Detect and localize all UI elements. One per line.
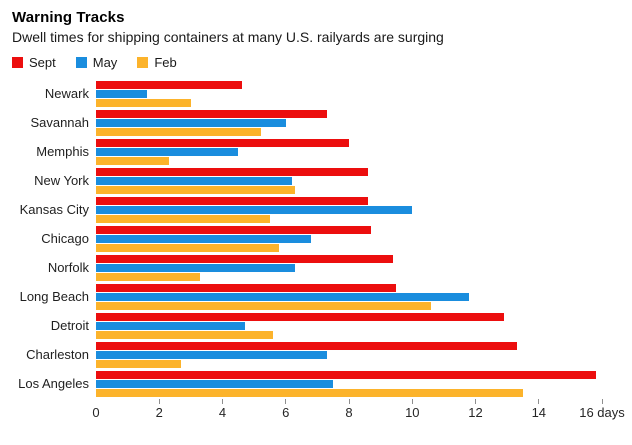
- bar-group: Savannah: [0, 108, 632, 137]
- legend-label: May: [92, 54, 118, 70]
- category-label: Memphis: [36, 144, 89, 159]
- x-axis-tick-label: 2: [155, 405, 163, 420]
- legend-item-may: May: [75, 54, 118, 70]
- x-axis-tick: [222, 399, 223, 404]
- chart-subtitle: Dwell times for shipping containers at m…: [12, 29, 444, 45]
- bar-sept: [96, 254, 394, 263]
- category-label: Los Angeles: [18, 376, 89, 391]
- bar-sept: [96, 109, 327, 118]
- bar-may: [96, 89, 147, 98]
- category-label: Newark: [44, 86, 89, 101]
- bar-may: [96, 118, 286, 127]
- bar-stack: [96, 138, 632, 165]
- legend-swatch-icon: [137, 56, 149, 68]
- bar-group: Chicago: [0, 224, 632, 253]
- bar-may: [96, 176, 293, 185]
- x-axis-tick-label: 10: [405, 405, 420, 420]
- bar-may: [96, 379, 334, 388]
- category-label: Savannah: [30, 115, 89, 130]
- bar-stack: [96, 312, 632, 339]
- x-axis-tick: [348, 399, 350, 404]
- bar-may: [96, 205, 413, 214]
- bar-may: [96, 292, 470, 301]
- x-axis-tick-label: 6: [282, 405, 290, 420]
- x-axis-tick: [601, 399, 603, 404]
- bar-group: Los Angeles: [0, 369, 632, 398]
- category-label: Detroit: [50, 318, 89, 333]
- legend-swatch-icon: [75, 56, 87, 68]
- category-label: Chicago: [41, 231, 89, 246]
- bar-stack: [96, 167, 632, 194]
- bar-feb: [96, 185, 296, 194]
- bar-group: Kansas City: [0, 195, 632, 224]
- bar-feb: [96, 272, 201, 281]
- bar-group: Newark: [0, 79, 632, 108]
- bar-sept: [96, 80, 242, 89]
- bar-sept: [96, 196, 368, 205]
- bar-group: Long Beach: [0, 282, 632, 311]
- x-axis-tick-label: 0: [92, 405, 100, 420]
- bar-feb: [96, 301, 432, 310]
- x-axis-tick: [285, 399, 287, 404]
- bar-sept: [96, 167, 368, 176]
- bar-group: Detroit: [0, 311, 632, 340]
- bar-sept: [96, 312, 504, 321]
- legend-label: Feb: [154, 54, 177, 70]
- bar-chart-rows: Newark Savannah Memphis New York Kansas City…: [0, 79, 632, 398]
- bar-stack: [96, 80, 632, 107]
- x-axis-tick-label: 16 days: [579, 405, 625, 420]
- bar-stack: [96, 254, 632, 281]
- bar-sept: [96, 283, 397, 292]
- chart-container: Warning Tracks Dwell times for shipping …: [0, 9, 632, 445]
- x-axis-tick-label: 12: [468, 405, 483, 420]
- bar-stack: [96, 196, 632, 223]
- x-axis-tick: [475, 399, 476, 404]
- bar-sept: [96, 341, 517, 350]
- bar-may: [96, 263, 296, 272]
- legend-label: Sept: [29, 54, 56, 70]
- x-axis-tick: [538, 399, 540, 404]
- bar-may: [96, 234, 311, 243]
- x-axis-tick-label: 14: [531, 405, 547, 420]
- category-label: Norfolk: [47, 260, 89, 275]
- bar-may: [96, 147, 239, 156]
- bar-may: [96, 350, 327, 359]
- bar-stack: [96, 283, 632, 310]
- bar-may: [96, 321, 245, 330]
- bar-sept: [96, 225, 372, 234]
- x-axis: 0 2 4 6 8 10 12 14 16 days: [92, 398, 632, 422]
- bar-group: Memphis: [0, 137, 632, 166]
- bar-feb: [96, 98, 191, 107]
- x-axis-tick-label: 4: [218, 405, 227, 420]
- category-label: Kansas City: [19, 202, 89, 217]
- bar-group: Norfolk: [0, 253, 632, 282]
- category-label: Charleston: [26, 347, 89, 362]
- category-label: New York: [34, 173, 89, 188]
- bar-group: New York: [0, 166, 632, 195]
- bar-feb: [96, 388, 523, 397]
- bar-sept: [96, 370, 596, 379]
- bar-feb: [96, 214, 270, 223]
- bar-stack: [96, 225, 632, 252]
- x-axis-tick: [411, 399, 413, 404]
- bar-group: Charleston: [0, 340, 632, 369]
- legend: Sept May Feb: [12, 54, 632, 70]
- legend-item-sept: Sept: [12, 55, 56, 70]
- category-label: Long Beach: [19, 289, 89, 304]
- bar-sept: [96, 138, 349, 147]
- x-axis-tick-label: 8: [345, 405, 353, 420]
- bar-stack: [96, 341, 632, 368]
- chart-title: Warning Tracks: [12, 9, 125, 26]
- legend-swatch-icon: [12, 56, 23, 68]
- bar-feb: [96, 127, 261, 136]
- bar-feb: [96, 330, 274, 339]
- bar-stack: [96, 109, 632, 136]
- x-axis-tick: [158, 399, 160, 404]
- bar-feb: [96, 243, 280, 252]
- bar-stack: [96, 370, 632, 397]
- legend-item-feb: Feb: [137, 54, 177, 70]
- bar-feb: [96, 156, 169, 165]
- bar-feb: [96, 359, 182, 368]
